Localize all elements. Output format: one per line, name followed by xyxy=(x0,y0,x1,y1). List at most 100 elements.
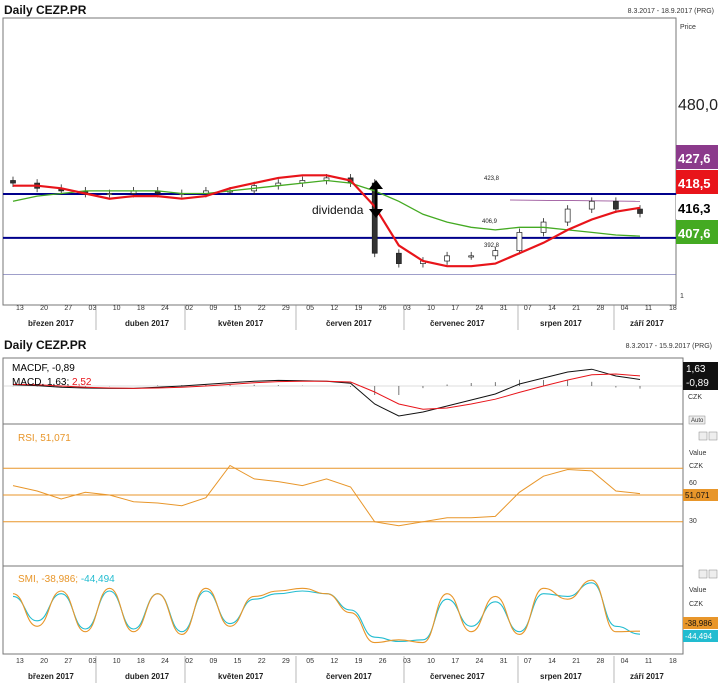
date-tick-label: 09 xyxy=(209,658,217,665)
date-tick-label: 18 xyxy=(669,305,677,312)
price-chart-range: 8.3.2017 - 18.9.2017 (PRG) xyxy=(627,8,714,15)
indicator-plot-frame xyxy=(2,357,684,655)
date-tick-label: 21 xyxy=(572,305,580,312)
date-tick-label: 13 xyxy=(16,658,24,665)
badge-macd2 xyxy=(683,376,718,390)
date-tick-label: 24 xyxy=(161,305,169,312)
date-tick-label: 18 xyxy=(137,658,145,665)
date-tick-label: 03 xyxy=(89,658,97,665)
candle-body xyxy=(564,208,571,223)
smi-close-button[interactable] xyxy=(708,569,718,579)
badge-407 xyxy=(676,220,718,244)
month-label: září 2017 xyxy=(630,319,664,328)
level-label-423: 423,8 xyxy=(484,176,500,182)
date-tick-label: 12 xyxy=(330,658,338,665)
month-label: srpen 2017 xyxy=(540,319,582,328)
rsi-minimize-button[interactable] xyxy=(698,431,708,441)
rsi-window-buttons[interactable] xyxy=(698,431,718,441)
badge-rsi xyxy=(683,489,718,501)
indicator-chart-title: Daily CEZP.PR xyxy=(4,338,87,352)
month-label: červenec 2017 xyxy=(430,672,485,681)
candle-body xyxy=(468,255,475,258)
date-tick-label: 29 xyxy=(282,305,290,312)
month-label: březen 2017 xyxy=(28,672,74,681)
badge-smi1 xyxy=(683,617,718,629)
macd-auto-label: Auto xyxy=(691,418,704,424)
date-tick-label: 24 xyxy=(476,305,484,312)
date-tick-label: 21 xyxy=(572,658,580,665)
smi-legend: SMI, -38,986; -44,494 xyxy=(18,574,115,585)
rsi-tick-60: 60 xyxy=(689,480,697,487)
date-tick-label: 18 xyxy=(137,305,145,312)
date-tick-label: 02 xyxy=(185,305,193,312)
date-tick-label: 03 xyxy=(403,305,411,312)
indicator-chart-range: 8.3.2017 - 15.9.2017 (PRG) xyxy=(625,343,712,350)
price-tick-480: 480,0 xyxy=(678,97,718,114)
frames xyxy=(2,17,684,655)
date-tick-label: 07 xyxy=(524,658,532,665)
rsi-legend: RSI, 51,071 xyxy=(18,433,71,444)
candle xyxy=(492,246,499,260)
smi-signal-line xyxy=(12,582,641,643)
green-ma-line xyxy=(12,179,641,237)
date-tick-label: 13 xyxy=(16,305,24,312)
date-tick-label: 17 xyxy=(451,305,459,312)
date-tick-label: 29 xyxy=(282,658,290,665)
badge-rsi-text: 51,071 xyxy=(685,491,710,500)
month-label: srpen 2017 xyxy=(540,672,582,681)
macd-legend: MACD, 1,63; 2,52 xyxy=(12,377,92,388)
candlesticks xyxy=(10,173,643,268)
smi-minimize-button[interactable] xyxy=(698,569,708,579)
rsi-tick-30: 30 xyxy=(689,518,697,525)
date-tick-label: 28 xyxy=(596,658,604,665)
candle-body xyxy=(516,232,523,251)
date-tick-label: 27 xyxy=(64,305,72,312)
date-tick-label: 07 xyxy=(524,305,532,312)
x-axis-layer: 13 20 27 03 10 18 24 02 09 15 22 29 05 12 19 26 03 10 17 24… xyxy=(16,305,677,683)
candle xyxy=(613,197,619,213)
macd-layer xyxy=(3,368,683,417)
month-label: červenec 2017 xyxy=(430,319,485,328)
badge-418-text: 418,5 xyxy=(678,176,711,191)
candle xyxy=(637,205,643,218)
date-tick-label: 04 xyxy=(621,658,629,665)
smi-layer xyxy=(12,579,641,644)
date-tick-label: 05 xyxy=(306,305,314,312)
candle-body xyxy=(613,200,619,210)
month-label: květen 2017 xyxy=(218,319,264,328)
badge-smi2 xyxy=(683,630,718,642)
date-tick-label: 10 xyxy=(113,658,121,665)
rsi-close-button[interactable] xyxy=(708,431,718,441)
badge-407-text: 407,6 xyxy=(678,226,711,241)
badge-macd1 xyxy=(683,362,718,376)
date-tick-label: 10 xyxy=(427,305,435,312)
date-tick-label: 11 xyxy=(645,305,652,312)
badge-macd2-text: -0,89 xyxy=(686,378,709,389)
candle-body xyxy=(10,180,16,184)
badge-416 xyxy=(676,195,718,219)
candle xyxy=(564,205,571,226)
month-label: září 2017 xyxy=(630,672,664,681)
candle-body xyxy=(444,255,450,262)
date-tick-label: 19 xyxy=(355,305,363,312)
month-label: duben 2017 xyxy=(125,672,170,681)
level-label-406: 406,9 xyxy=(482,219,498,225)
macdf-legend: MACDF, -0,89 xyxy=(12,363,75,374)
price-layer xyxy=(10,173,643,268)
smi-window-buttons[interactable] xyxy=(698,569,718,579)
macd-auto-button[interactable] xyxy=(688,415,706,425)
month-label: květen 2017 xyxy=(218,672,264,681)
date-tick-label: 19 xyxy=(355,658,363,665)
date-tick-label: 03 xyxy=(89,305,97,312)
price-plot-frame xyxy=(2,17,677,306)
rsi-axis-label: Value xyxy=(689,450,706,457)
rsi-axis-unit: CZK xyxy=(689,463,703,470)
badge-smi2-text: -44,494 xyxy=(685,632,713,641)
date-tick-label: 03 xyxy=(403,658,411,665)
badge-427 xyxy=(676,145,718,169)
candle xyxy=(588,197,595,213)
date-tick-label: 31 xyxy=(500,658,508,665)
macdf-line xyxy=(12,368,641,417)
price-tick-low: 1 xyxy=(680,293,684,300)
